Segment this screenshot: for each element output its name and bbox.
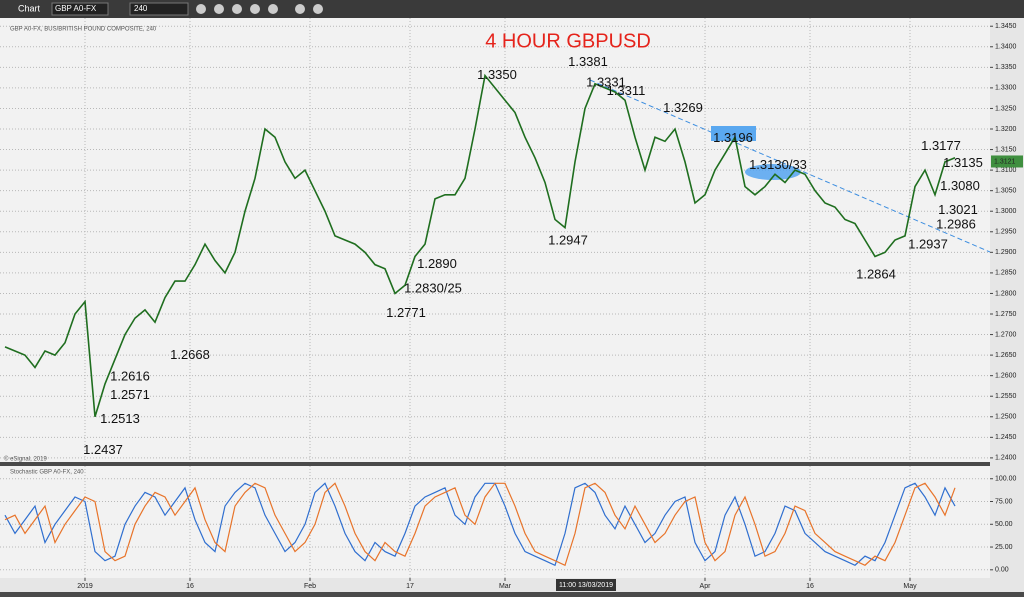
y-tick-label: 1.2900 bbox=[995, 249, 1017, 256]
y-tick-label: 1.3200 bbox=[995, 126, 1017, 133]
annotation: 1.3331 bbox=[586, 75, 626, 90]
x-tick-label: Mar bbox=[499, 583, 512, 590]
annotation: 1.2616 bbox=[110, 369, 150, 384]
chart-title: 4 HOUR GBPUSD bbox=[485, 30, 651, 52]
annotation: 1.3135 bbox=[943, 155, 983, 170]
annotation: 1.3381 bbox=[568, 54, 608, 69]
annotation: 1.3130/33 bbox=[749, 157, 807, 172]
y-tick-label: 1.3100 bbox=[995, 167, 1017, 174]
annotation: 1.3311 bbox=[607, 83, 646, 98]
y-tick-label: 1.3400 bbox=[995, 44, 1017, 51]
x-tick-label: Feb bbox=[304, 583, 316, 590]
icon[interactable] bbox=[232, 4, 242, 14]
icon[interactable] bbox=[268, 4, 278, 14]
annotation: 1.3021 bbox=[938, 202, 978, 217]
toolbar-icons bbox=[196, 4, 323, 14]
y-tick-label: 1.2800 bbox=[995, 290, 1017, 297]
y-tick-label: 1.3250 bbox=[995, 105, 1017, 112]
cursor-date-box bbox=[556, 579, 616, 591]
annotation: 1.2513 bbox=[100, 411, 140, 426]
toolbar-symbol[interactable]: GBP A0-FX bbox=[55, 4, 97, 13]
annotation: 1.3350 bbox=[477, 67, 517, 82]
interval-box[interactable] bbox=[129, 2, 189, 16]
annotation: 1.3269 bbox=[663, 100, 703, 115]
annotation: 1.2830/25 bbox=[404, 281, 462, 296]
x-tick-label: May bbox=[903, 583, 917, 590]
series-line bbox=[4, 482, 956, 567]
x-tick-label: 17 bbox=[406, 583, 414, 590]
annotation: 1.2947 bbox=[548, 232, 588, 247]
last-price-label: 1.3121 bbox=[994, 158, 1016, 165]
x-tick-label: 16 bbox=[186, 583, 194, 590]
toolbar-chart-label: Chart bbox=[18, 3, 41, 13]
y-tick-label: 1.2550 bbox=[995, 393, 1017, 400]
y-tick-label: 0.00 bbox=[995, 567, 1009, 574]
y-tick-label: 100.00 bbox=[995, 476, 1017, 483]
x-tick-label: 16 bbox=[806, 583, 814, 590]
oscillator-info: Stochastic GBP A0-FX, 240 bbox=[10, 470, 84, 476]
y-tick-label: 1.2450 bbox=[995, 434, 1017, 441]
right-axis bbox=[990, 18, 1024, 578]
y-tick-label: 1.2500 bbox=[995, 414, 1017, 421]
icon[interactable] bbox=[214, 4, 224, 14]
annotation: 1.3196 bbox=[713, 130, 753, 145]
icon[interactable] bbox=[313, 4, 323, 14]
price-panel bbox=[0, 18, 990, 462]
cursor-date: 11:00 13/03/2019 bbox=[559, 582, 613, 589]
y-tick-label: 1.2600 bbox=[995, 373, 1017, 380]
bottom-axis bbox=[0, 578, 1024, 592]
y-tick-label: 1.3050 bbox=[995, 188, 1017, 195]
y-tick-label: 1.3350 bbox=[995, 64, 1017, 71]
annotation: 1.2668 bbox=[170, 347, 210, 362]
annotation: 1.2890 bbox=[417, 256, 457, 271]
copyright: © eSignal, 2019 bbox=[4, 456, 47, 463]
icon[interactable] bbox=[250, 4, 260, 14]
annotation: 1.2986 bbox=[936, 216, 976, 231]
series-line bbox=[4, 73, 956, 418]
y-tick-label: 1.3000 bbox=[995, 208, 1017, 215]
highlight-box bbox=[711, 126, 756, 141]
y-tick-label: 25.00 bbox=[995, 544, 1013, 551]
highlight-ellipse bbox=[745, 164, 801, 180]
toolbar-interval[interactable]: 240 bbox=[134, 4, 148, 13]
y-tick-label: 1.2650 bbox=[995, 352, 1017, 359]
icon[interactable] bbox=[196, 4, 206, 14]
annotation: 1.3080 bbox=[940, 178, 980, 193]
last-price-box bbox=[991, 155, 1023, 168]
annotation: 1.2937 bbox=[908, 237, 948, 252]
y-tick-label: 1.3450 bbox=[995, 23, 1017, 30]
y-tick-label: 1.3300 bbox=[995, 85, 1017, 92]
annotation: 1.2771 bbox=[386, 305, 426, 320]
y-tick-label: 1.3150 bbox=[995, 146, 1017, 153]
y-tick-label: 75.00 bbox=[995, 498, 1013, 505]
annotation: 1.3177 bbox=[921, 138, 961, 153]
y-tick-label: 1.2700 bbox=[995, 331, 1017, 338]
y-tick-label: 1.2750 bbox=[995, 311, 1017, 318]
y-tick-label: 1.2950 bbox=[995, 229, 1017, 236]
annotation: 1.2864 bbox=[856, 267, 896, 282]
icon[interactable] bbox=[295, 4, 305, 14]
info-line: GBP A0-FX, BUS/BRITISH POUND COMPOSITE, … bbox=[10, 27, 157, 33]
series-line bbox=[4, 482, 956, 567]
y-tick-label: 1.2850 bbox=[995, 270, 1017, 277]
y-tick-label: 50.00 bbox=[995, 521, 1013, 528]
y-tick-label: 1.2400 bbox=[995, 455, 1017, 462]
x-tick-label: 2019 bbox=[77, 583, 93, 590]
grid bbox=[0, 18, 990, 578]
x-tick-label: Apr bbox=[700, 583, 712, 590]
annotation: 1.2437 bbox=[83, 442, 123, 457]
annotation: 1.2571 bbox=[110, 387, 150, 402]
symbol-box[interactable] bbox=[51, 2, 109, 16]
